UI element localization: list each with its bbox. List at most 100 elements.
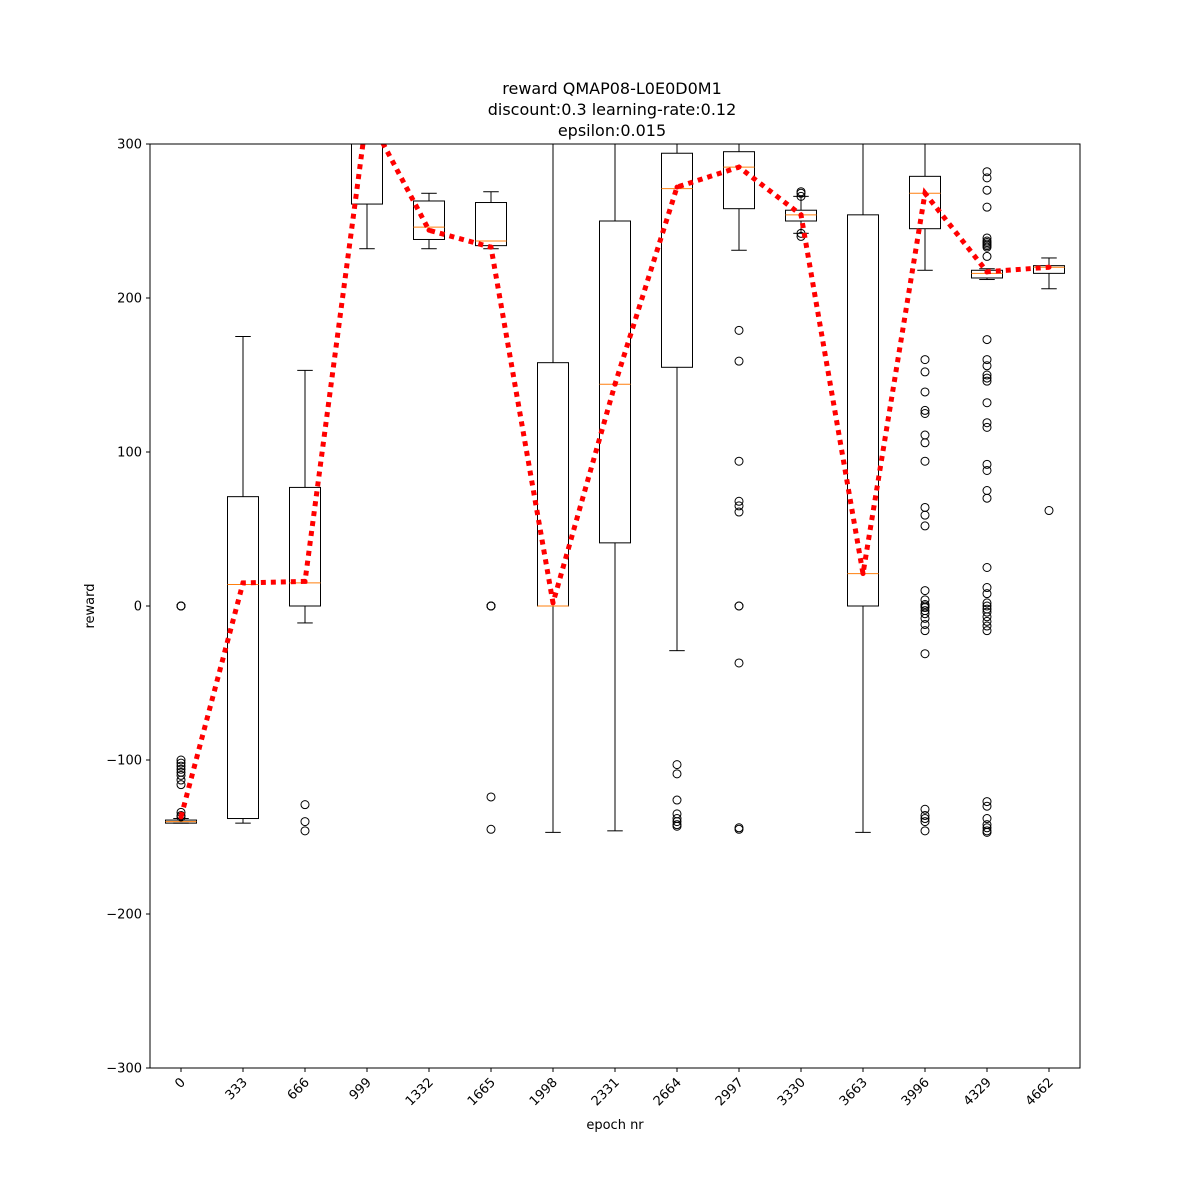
outlier-point — [982, 376, 992, 386]
box-group-1998 — [537, 144, 569, 833]
outlier-point — [300, 817, 310, 827]
outlier-point — [982, 612, 992, 622]
outlier-point — [920, 804, 930, 814]
outlier-point — [672, 760, 682, 770]
outlier-point — [920, 367, 930, 377]
outlier-point — [920, 626, 930, 636]
box — [413, 200, 445, 240]
outlier-point — [734, 496, 744, 506]
outlier-point — [1044, 506, 1054, 516]
outlier-point — [920, 609, 930, 619]
outlier-point — [672, 821, 682, 831]
outlier-point — [982, 185, 992, 195]
outlier-point — [176, 764, 186, 774]
axes: −300 −200 −100 0 100 200 300 0 333 666 999 1332 1665… — [106, 138, 1057, 1110]
outlier-point — [734, 356, 744, 366]
outlier-point — [982, 355, 992, 365]
box-group-1665 — [475, 191, 507, 834]
outlier-point — [920, 355, 930, 365]
mean-point — [240, 580, 246, 586]
y-tick-label: 100 — [117, 446, 142, 461]
box — [909, 175, 941, 230]
outlier-point — [920, 613, 930, 623]
mean-point — [798, 212, 804, 218]
box-group-3996 — [909, 144, 941, 836]
outlier-point — [176, 761, 186, 771]
box — [227, 496, 259, 820]
outlier-point — [672, 795, 682, 805]
box-group-2997 — [723, 144, 755, 834]
x-tick-label: 666 — [285, 1075, 313, 1103]
x-tick-label: 1998 — [527, 1075, 561, 1109]
box-group-666 — [289, 369, 321, 836]
x-tick-label: 999 — [347, 1075, 375, 1103]
outlier-point — [982, 202, 992, 212]
box-group-3663 — [847, 144, 879, 833]
y-tick-label: −300 — [106, 1062, 142, 1077]
outlier-point — [982, 242, 992, 252]
outlier-point — [176, 775, 186, 785]
mean-point — [178, 814, 184, 820]
outlier-point — [920, 502, 930, 512]
outlier-point — [982, 621, 992, 631]
outlier-point — [920, 586, 930, 596]
mean-point — [984, 269, 990, 275]
y-axis-label: reward — [83, 583, 98, 628]
x-tick-label: 333 — [223, 1075, 251, 1103]
outlier-point — [796, 187, 806, 197]
outlier-point — [982, 422, 992, 432]
outlier-point — [982, 563, 992, 572]
mean-point — [488, 244, 494, 250]
mean-point — [736, 164, 742, 170]
outlier-point — [982, 486, 992, 495]
box — [785, 209, 817, 222]
outlier-point — [486, 792, 496, 802]
outlier-point — [920, 619, 930, 629]
x-tick-label: 2331 — [589, 1075, 623, 1109]
outlier-point — [982, 827, 992, 837]
x-tick-label: 2664 — [651, 1075, 685, 1109]
outlier-point — [486, 824, 496, 834]
outlier-point — [982, 493, 992, 503]
outlier-point — [982, 251, 992, 261]
outlier-point — [982, 616, 992, 626]
outlier-point — [982, 589, 992, 599]
mean-point — [365, 111, 370, 116]
mean-point — [302, 578, 308, 584]
outlier-point — [982, 814, 992, 824]
outlier-point — [982, 801, 992, 811]
outlier-point — [920, 438, 930, 448]
outlier-point — [796, 191, 806, 201]
box — [847, 214, 879, 607]
outlier-point — [982, 418, 992, 428]
x-tick-label: 1332 — [403, 1075, 437, 1109]
outlier-point — [176, 755, 186, 765]
outlier-point — [920, 810, 930, 820]
box — [599, 220, 631, 544]
outlier-point — [920, 649, 930, 659]
box — [289, 486, 321, 607]
outlier-point — [734, 456, 744, 466]
x-tick-label: 3330 — [775, 1075, 809, 1109]
outlier-point — [920, 603, 930, 613]
y-tick-label: 0 — [134, 600, 142, 615]
y-tick-label: 200 — [117, 292, 142, 307]
box-group-4329 — [971, 167, 1003, 837]
outlier-point — [920, 510, 930, 520]
outlier-point — [982, 797, 992, 807]
outlier-point — [920, 826, 930, 836]
x-tick-label: 4329 — [961, 1075, 995, 1109]
outlier-point — [672, 817, 682, 827]
outlier-point — [982, 167, 992, 177]
box — [351, 144, 383, 205]
outlier-point — [982, 173, 992, 183]
box-group-0 — [165, 601, 197, 824]
outlier-point — [982, 626, 992, 636]
box — [537, 362, 569, 607]
y-tick-label: 300 — [117, 138, 142, 153]
x-tick-label: 3663 — [837, 1075, 871, 1109]
outlier-point — [982, 459, 992, 469]
outlier-point — [920, 430, 930, 440]
outlier-point — [920, 521, 930, 531]
